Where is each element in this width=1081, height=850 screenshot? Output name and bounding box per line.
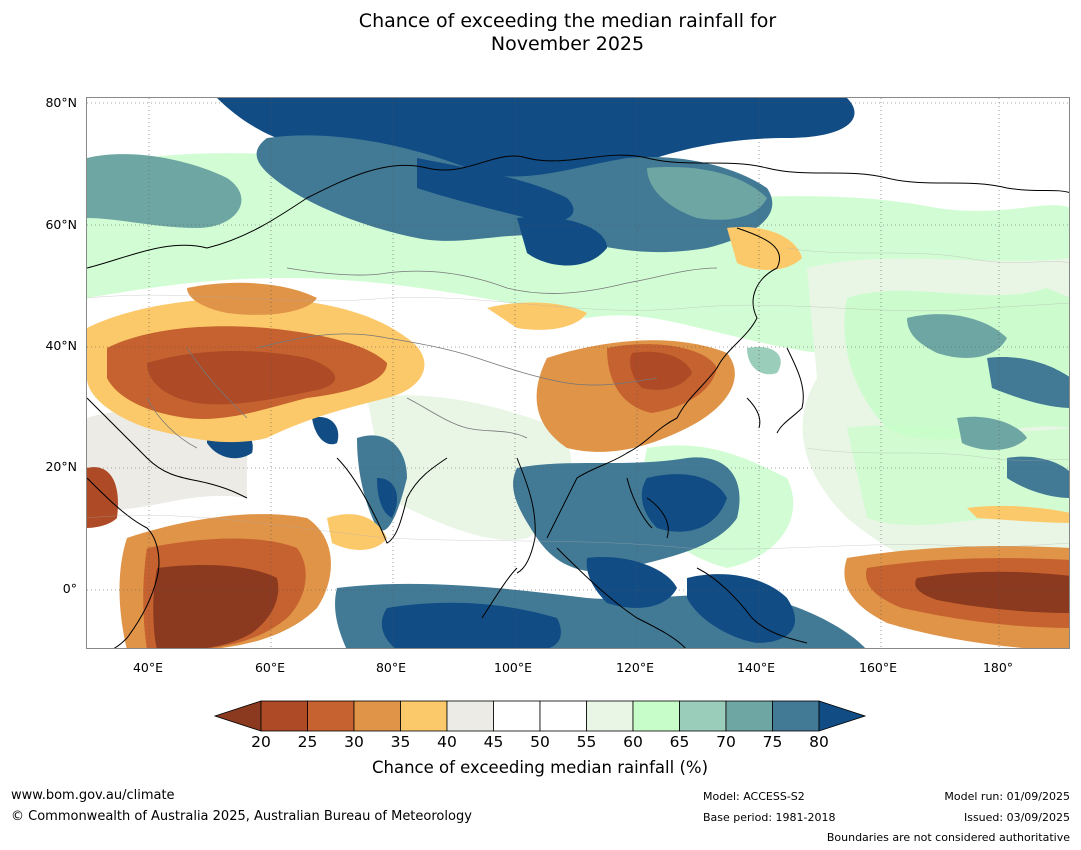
country-borders: [146, 267, 718, 449]
colorbar-tick-label: 55: [576, 733, 597, 751]
disclaimer-text: Boundaries are not considered authoritat…: [826, 831, 1070, 844]
colorbar-cell: [446, 700, 494, 732]
colorbar-cell: [493, 700, 541, 732]
lat-label-40n: 40°N: [45, 338, 77, 353]
lon-label-80e: 80°E: [375, 660, 407, 675]
lon-label-120e: 120°E: [615, 660, 655, 675]
colorbar-tick-label: 35: [390, 733, 411, 751]
colorbar-cell: [679, 700, 727, 732]
lon-label-160e: 160°E: [858, 660, 898, 675]
colorbar-cell: [307, 700, 355, 732]
graticule: [87, 98, 1069, 648]
colorbar-cell: [772, 700, 820, 732]
colorbar-cell: [725, 700, 773, 732]
title-line-2: November 2025: [490, 33, 645, 55]
rainfall-probability-map: [86, 97, 1070, 649]
lat-label-80n: 80°N: [45, 95, 77, 110]
colorbar-cell: [632, 700, 680, 732]
colorbar-cell: [353, 700, 401, 732]
colorbar-cell-above-max: [818, 700, 866, 732]
colorbar-tick-label: 70: [716, 733, 736, 751]
colorbar-tick-label: 60: [623, 733, 643, 751]
colorbar-cell: [586, 700, 634, 732]
colorbar-tick-label: 30: [344, 733, 364, 751]
colorbar-tick-label: 45: [483, 733, 504, 751]
colorbar-tick-label: 25: [297, 733, 318, 751]
colorbar-cell: [539, 700, 587, 732]
lon-label-140e: 140°E: [736, 660, 776, 675]
colorbar-cell: [260, 700, 308, 732]
colorbar-tick-label: 75: [762, 733, 783, 751]
colorbar-cell-below-min: [214, 700, 262, 732]
colorbar-tick-label: 20: [251, 733, 271, 751]
website-link[interactable]: www.bom.gov.au/climate: [11, 788, 175, 803]
contour-lines: [87, 247, 1069, 550]
map-field-wet: [87, 98, 1069, 648]
lon-label-100e: 100°E: [493, 660, 533, 675]
colorbar-tick-label: 50: [530, 733, 550, 751]
lon-label-40e: 40°E: [132, 660, 164, 675]
colorbar-tick-label: 65: [669, 733, 690, 751]
copyright-text: © Commonwealth of Australia 2025, Austra…: [11, 809, 472, 824]
colorbar-tick-label: 80: [809, 733, 829, 751]
lon-label-60e: 60°E: [254, 660, 286, 675]
issued-text: Issued: 03/09/2025: [963, 811, 1070, 824]
model-text: Model: ACCESS-S2: [703, 790, 805, 803]
coastlines: [87, 154, 1069, 648]
colorbar-tick-label: 40: [437, 733, 457, 751]
map-canvas: [87, 98, 1069, 648]
colorbar-cell: [400, 700, 448, 732]
lat-label-20n: 20°N: [45, 459, 77, 474]
base-period-text: Base period: 1981-2018: [703, 811, 836, 824]
colorbar-title: Chance of exceeding median rainfall (%): [371, 758, 709, 777]
lat-label-0: 0°: [62, 581, 77, 596]
colorbar: [214, 700, 866, 732]
chart-title: Chance of exceeding the median rainfall …: [0, 10, 1081, 56]
lon-label-180: 180°: [982, 660, 1014, 675]
model-run-text: Model run: 01/09/2025: [944, 790, 1070, 803]
map-field-dry: [87, 227, 1069, 648]
title-line-1: Chance of exceeding the median rainfall …: [358, 10, 777, 32]
lat-label-60n: 60°N: [45, 217, 77, 232]
